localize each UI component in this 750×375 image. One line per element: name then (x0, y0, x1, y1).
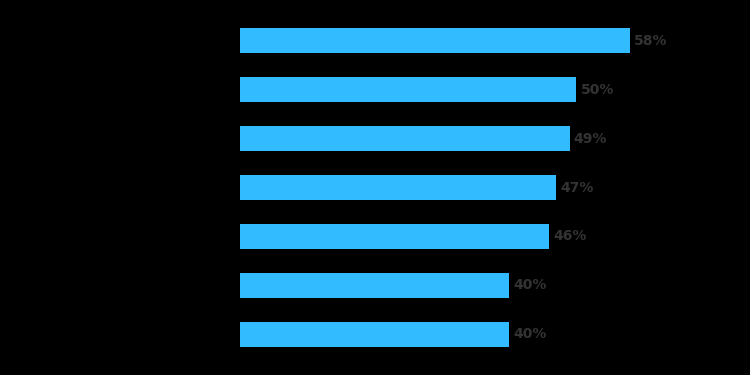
Bar (240, 126, 570, 151)
Text: 47%: 47% (560, 180, 594, 195)
Bar (240, 322, 509, 347)
Bar (240, 77, 577, 102)
Text: 46%: 46% (554, 230, 587, 243)
Bar (240, 224, 550, 249)
Bar (240, 28, 630, 53)
Text: 58%: 58% (634, 34, 668, 48)
Bar (240, 175, 556, 200)
Text: 40%: 40% (513, 278, 547, 292)
Text: 50%: 50% (580, 82, 614, 97)
Text: 49%: 49% (574, 132, 607, 146)
Bar (240, 273, 509, 298)
Text: 40%: 40% (513, 327, 547, 341)
